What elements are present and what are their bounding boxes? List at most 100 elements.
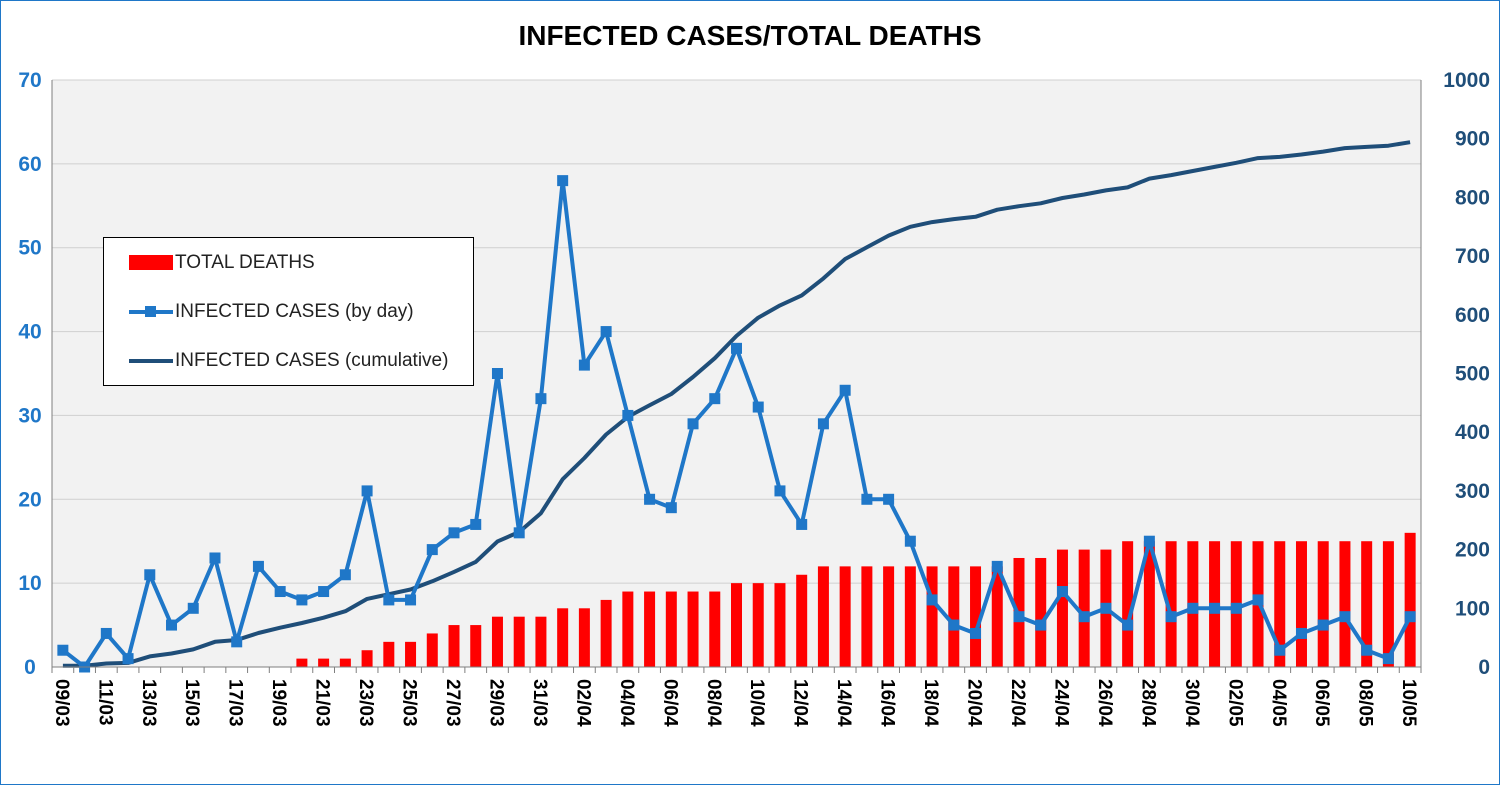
x-axis-tick-label: 08/04 [703,679,724,727]
x-axis-labels: 09/03 11/03 13/03 15/03 17/03 19/03 21/03 23/03… [51,679,1419,727]
daily-marker [187,602,199,614]
x-axis-tick-label: 04/04 [616,679,637,727]
x-axis-tick-label: 06/05 [1311,679,1332,727]
deaths-bar [709,591,721,667]
x-axis-tick-label: 10/05 [1398,679,1419,727]
cumulative-series-line [62,140,1411,668]
daily-marker [122,653,134,665]
x-axis-tick-label: 17/03 [225,679,246,727]
deaths-bar [883,566,895,667]
deaths-bar [1143,541,1155,667]
deaths-bar [339,658,351,667]
daily-marker [1143,535,1155,547]
x-axis-tick-label: 11/03 [94,679,115,726]
daily-marker [405,594,417,606]
deaths-bar [1035,557,1047,667]
daily-marker [1209,602,1221,614]
deaths-bar [318,658,330,667]
legend-label-cumulative: INFECTED CASES (cumulative) [175,350,449,371]
daily-marker [644,493,656,505]
daily-marker [470,518,482,530]
deaths-bar [1078,549,1090,667]
left-axis-tick-label: 20 [18,488,41,511]
daily-marker [578,359,590,371]
daily-marker [557,175,569,187]
left-axis-tick-label: 30 [18,404,41,427]
deaths-bar [926,566,938,667]
deaths-bar [1122,541,1134,667]
legend-item-daily: INFECTED CASES (by day) [129,299,414,325]
x-axis-tick-label: 23/03 [355,679,376,727]
deaths-bar [296,658,308,667]
legend-item-deaths: TOTAL DEATHS [129,250,315,276]
daily-marker [687,418,699,430]
daily-marker [318,586,330,598]
daily-marker [57,644,69,656]
legend-swatch-daily [129,299,173,325]
daily-marker [1317,619,1329,631]
x-axis-tick-label: 02/05 [1224,679,1245,727]
daily-line [57,175,1416,673]
daily-marker [535,393,547,405]
deaths-bar [1165,541,1177,667]
deaths-bar [426,633,438,667]
deaths-bar [448,625,460,667]
x-axis-tick-label: 21/03 [312,679,333,727]
daily-marker [796,518,808,530]
daily-marker [948,619,960,631]
daily-marker [1013,611,1025,623]
daily-marker [1056,586,1068,598]
right-axis-labels: 0 100 200 300 400 500 600 700 800 900 1000 [1443,69,1490,679]
right-axis-tick-label: 0 [1478,656,1490,679]
deaths-bar [470,625,482,667]
deaths-bar [1056,549,1068,667]
daily-marker [448,527,460,539]
chart-title: INFECTED CASES/TOTAL DEATHS [518,20,982,51]
x-axis-tick-label: 30/04 [1181,679,1202,727]
daily-marker [861,493,873,505]
deaths-bar [839,566,851,667]
daily-marker [491,368,503,379]
right-axis-tick-label: 200 [1455,539,1490,562]
daily-marker [1382,653,1394,665]
deaths-bar [1295,541,1307,667]
x-axis-tick-label: 31/03 [529,679,550,727]
daily-marker [622,409,634,421]
daily-marker [100,627,112,639]
daily-marker [970,627,982,639]
daily-marker [1404,611,1416,623]
daily-marker [926,594,938,606]
deaths-bar [600,599,612,667]
gridlines [52,79,1421,584]
deaths-bar [991,566,1003,667]
deaths-bar [405,641,417,667]
deaths-bar [970,566,982,667]
daily-marker [1339,611,1351,623]
daily-marker [1230,602,1242,614]
deaths-bar [687,591,699,667]
x-axis-tick-label: 18/04 [920,679,941,727]
right-axis-tick-label: 800 [1455,186,1490,209]
daily-marker [383,594,395,606]
left-axis-tick-label: 10 [18,572,41,595]
x-axis-tick-label: 12/04 [790,679,811,727]
legend: TOTAL DEATHS INFECTED CASES (by day) INF… [103,237,474,386]
deaths-bar [904,566,916,667]
x-axis-tick-label: 10/04 [746,679,767,727]
x-axis-tick-label: 25/03 [399,679,420,727]
daily-marker [426,544,438,556]
x-axis-tick-label: 26/04 [1094,679,1115,727]
axes [51,80,1422,673]
deaths-bar [361,650,373,667]
legend-swatch-cumulative [129,348,173,374]
right-axis-tick-label: 1000 [1443,69,1490,92]
daily-marker [1122,619,1134,631]
daily-marker [991,560,1003,572]
daily-marker [1361,644,1373,656]
x-axis-tick-label: 16/04 [877,679,898,727]
daily-marker [144,569,156,581]
daily-marker [513,527,525,539]
daily-marker [361,485,373,497]
daily-marker [709,393,721,405]
daily-marker [274,586,286,598]
